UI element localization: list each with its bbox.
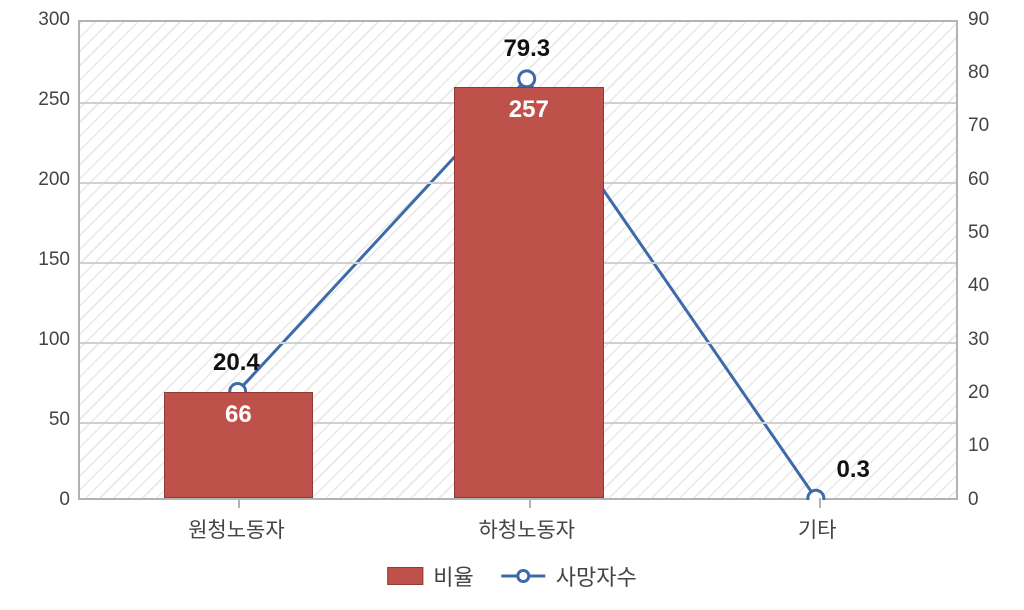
y-left-tick-label: 150: [10, 249, 70, 271]
legend-item-bar: 비율: [387, 560, 473, 592]
y-right-tick-label: 0: [968, 489, 1018, 511]
y-left-tick-label: 50: [10, 409, 70, 431]
y-right-tick-label: 10: [968, 435, 1018, 457]
line-value-label: 79.3: [503, 35, 550, 63]
y-right-tick-label: 60: [968, 169, 1018, 191]
bar: 257: [454, 87, 604, 498]
x-tick: [238, 498, 240, 508]
legend-swatch-bar-icon: [387, 567, 423, 585]
x-category-label: 하청노동자: [437, 514, 617, 544]
x-tick: [819, 498, 821, 508]
chart-container: 66 257 비율 사망자수 0 50 100 150 200 250 300 0 10 20 30 4…: [0, 0, 1024, 610]
y-right-tick-label: 80: [968, 62, 1018, 84]
legend-item-line: 사망자수: [502, 560, 637, 592]
line-value-label: 0.3: [837, 456, 870, 484]
y-left-tick-label: 300: [10, 9, 70, 31]
x-category-label: 원청노동자: [146, 514, 326, 544]
line-value-label: 20.4: [213, 349, 260, 377]
bar-value-label: 66: [165, 401, 313, 429]
legend-label-bar: 비율: [433, 560, 473, 592]
y-right-tick-label: 90: [968, 9, 1018, 31]
bar: 66: [164, 392, 314, 498]
y-left-tick-label: 100: [10, 329, 70, 351]
y-left-tick-label: 250: [10, 89, 70, 111]
y-right-tick-label: 20: [968, 382, 1018, 404]
bar-value-label: 257: [455, 96, 603, 124]
y-left-tick-label: 200: [10, 169, 70, 191]
legend: 비율 사망자수: [387, 560, 636, 592]
x-tick: [529, 498, 531, 508]
plot-area: 66 257: [78, 20, 958, 500]
x-category-label: 기타: [727, 514, 907, 544]
legend-swatch-line-icon: [502, 567, 546, 585]
y-right-tick-label: 40: [968, 275, 1018, 297]
y-right-tick-label: 50: [968, 222, 1018, 244]
y-left-tick-label: 0: [10, 489, 70, 511]
y-right-tick-label: 30: [968, 329, 1018, 351]
legend-label-line: 사망자수: [556, 560, 637, 592]
y-right-tick-label: 70: [968, 115, 1018, 137]
